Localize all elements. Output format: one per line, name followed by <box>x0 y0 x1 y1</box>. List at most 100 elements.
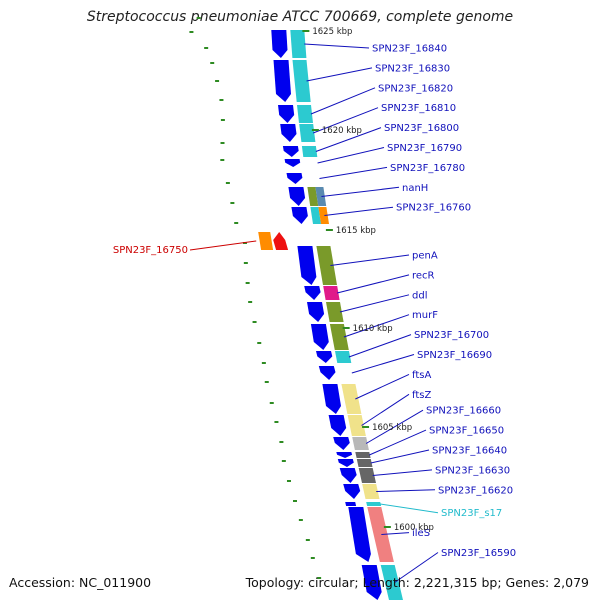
genome-stats-text: Topology: circular; Length: 2,221,315 bp… <box>245 575 589 590</box>
label-leader <box>348 334 412 358</box>
gene-label: penA <box>412 251 438 262</box>
gene-label: ftsA <box>412 370 431 381</box>
cog-block <box>352 437 369 450</box>
label-leader <box>365 409 424 444</box>
cog-block <box>362 484 380 499</box>
cds-arrow <box>273 60 291 102</box>
cds-arrow <box>333 437 350 450</box>
label-leader <box>324 206 394 216</box>
cds-arrow <box>282 146 299 157</box>
label-leader <box>315 127 382 152</box>
scale-label: 1615 kbp <box>336 226 376 236</box>
feature-track <box>258 30 403 600</box>
accession-text: Accession: NC_011900 <box>9 575 152 590</box>
cog-block <box>341 384 362 414</box>
scale-label: 1605 kbp <box>372 423 412 433</box>
gene-labels: SPN23F_16840 SPN23F_16830 SPN23F_16820 SPN2… <box>113 44 516 583</box>
rna-feature <box>345 502 357 506</box>
gene-label: SPN23F_16830 <box>375 63 450 74</box>
scale-label: 1620 kbp <box>322 126 362 136</box>
cds-arrow <box>348 507 371 562</box>
label-leader <box>370 449 430 464</box>
gene-label: SPN23F_16840 <box>372 44 447 55</box>
label-leader <box>369 429 427 456</box>
cds-arrow <box>343 484 361 499</box>
gene-label: ddl <box>412 290 427 301</box>
cog-block <box>258 232 274 250</box>
cog-block <box>297 105 313 123</box>
gene-label: ftsZ <box>412 390 431 401</box>
cds-arrow <box>278 105 295 123</box>
gene-label: SPN23F_16780 <box>390 163 465 174</box>
label-leader <box>321 186 400 197</box>
gene-label: SPN23F_16620 <box>438 485 513 496</box>
cog-block <box>329 324 349 350</box>
label-leader <box>361 393 410 426</box>
cog-block <box>307 187 319 206</box>
gene-label: SPN23F_s17 <box>441 508 502 519</box>
gene-label: nanH <box>402 183 428 194</box>
cog-block <box>310 207 321 224</box>
cog-block <box>355 452 371 458</box>
cds-arrow <box>297 246 317 285</box>
gene-label: SPN23F_16640 <box>432 446 507 457</box>
cds-arrow <box>336 452 353 458</box>
cog-block <box>335 351 352 363</box>
label-leader <box>330 254 410 266</box>
cds-arrow <box>328 415 347 436</box>
gene-label: SPN23F_16800 <box>384 123 459 134</box>
cog-block <box>301 146 318 157</box>
cds-arrow <box>304 286 321 300</box>
cog-block <box>367 507 394 562</box>
label-leader <box>376 489 436 492</box>
label-leader <box>310 87 376 115</box>
cds-arrow <box>307 302 325 322</box>
cog-block <box>326 302 344 322</box>
label-leader <box>304 43 370 49</box>
cds-arrow <box>291 207 308 224</box>
scale-label: 1610 kbp <box>353 324 393 334</box>
label-leader <box>381 532 410 535</box>
label-leader <box>394 552 439 583</box>
cds-arrow <box>316 351 333 363</box>
gene-label: SPN23F_16750 <box>113 245 188 256</box>
label-leader <box>189 240 257 251</box>
cog-block <box>366 502 382 506</box>
cog-block <box>299 124 316 142</box>
label-leader <box>317 147 385 164</box>
label-leader <box>319 166 388 179</box>
scale-label: 1600 kbp <box>394 523 434 533</box>
cds-arrow <box>288 187 306 206</box>
label-leader <box>380 503 439 514</box>
cog-block <box>358 468 376 483</box>
map-title: Streptococcus pneumoniae ATCC 700669, co… <box>86 9 514 25</box>
cds-arrow <box>286 173 303 184</box>
label-leader <box>306 67 373 82</box>
cog-block <box>292 60 311 102</box>
label-leader <box>372 469 433 476</box>
cog-block <box>347 415 366 436</box>
label-leader <box>337 274 410 294</box>
label-leader <box>312 107 379 134</box>
cds-arrow <box>271 30 288 58</box>
cds-arrow <box>337 459 354 467</box>
gene-label: SPN23F_16810 <box>381 103 456 114</box>
gene-label: recR <box>412 270 435 281</box>
cog-block <box>315 187 327 206</box>
cog-block <box>318 207 329 224</box>
gene-label: ileS <box>412 528 430 539</box>
gene-label: SPN23F_16660 <box>426 406 501 417</box>
gene-label: SPN23F_16700 <box>414 330 489 341</box>
cog-block <box>356 459 373 467</box>
label-leader <box>343 314 410 338</box>
cds-arrow <box>273 232 289 250</box>
cds-arrow <box>318 366 336 380</box>
gene-label: SPN23F_16820 <box>378 83 453 94</box>
cog-block <box>290 30 307 58</box>
gene-label: SPN23F_16790 <box>387 143 462 154</box>
cds-arrow <box>310 324 329 350</box>
cds-arrow <box>339 468 357 483</box>
label-leader <box>355 373 410 400</box>
gene-label: SPN23F_16590 <box>441 548 516 559</box>
